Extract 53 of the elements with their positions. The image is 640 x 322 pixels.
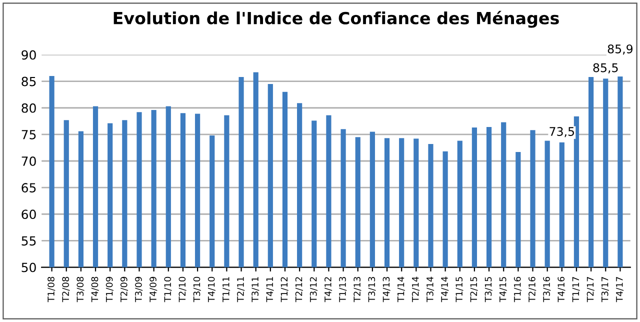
x-tick-label: T4/17 <box>616 277 624 302</box>
y-tick-label: 90 <box>22 50 36 60</box>
y-tick-label: 50 <box>22 262 36 272</box>
y-tick-label: 60 <box>22 210 36 220</box>
x-tick-label: T4/10 <box>208 276 216 302</box>
x-tick-label: T2/12 <box>295 277 303 302</box>
y-tick-label: 55 <box>22 236 36 246</box>
data-label: 73,5 <box>550 127 574 138</box>
x-tick-label: T2/14 <box>412 276 420 302</box>
x-tick-label: T4/14 <box>441 276 449 302</box>
x-tick-label: T1/09 <box>106 276 114 302</box>
x-tick-label: T1/11 <box>222 277 230 302</box>
x-tick-label: T1/15 <box>456 277 464 302</box>
x-tick-label: T3/08 <box>76 276 84 302</box>
x-tick-label: T4/12 <box>324 277 332 302</box>
x-tick-label: T1/12 <box>280 277 288 302</box>
x-tick-label: T4/13 <box>382 277 390 302</box>
y-tick-label: 70 <box>22 156 36 166</box>
x-tick-label: T1/14 <box>397 276 405 302</box>
x-tick-label: T2/09 <box>120 276 128 302</box>
y-tick-label: 65 <box>22 183 36 192</box>
x-tick-label: T3/16 <box>543 276 551 302</box>
x-tick-label: T4/16 <box>558 276 566 302</box>
x-tick-label: T1/16 <box>514 276 522 302</box>
x-tick-label: T4/11 <box>266 277 274 302</box>
x-tick-label: T2/10 <box>178 276 186 302</box>
x-tick-label: T1/08 <box>48 276 56 302</box>
x-tick-label: T4/09 <box>150 276 158 302</box>
x-tick-label: T3/10 <box>193 276 201 302</box>
data-label: 85,5 <box>593 63 618 74</box>
x-tick-label: T3/09 <box>135 276 143 302</box>
x-tick-label: T2/13 <box>354 277 362 302</box>
data-label: 85,9 <box>608 44 633 55</box>
x-tick-label: T2/11 <box>237 277 245 302</box>
y-tick-label: 75 <box>22 130 36 140</box>
chart-title: Evolution de l'Indice de Confiance des Ménages <box>114 10 559 28</box>
x-tick-label: T1/17 <box>572 277 580 302</box>
x-tick-label: T2/15 <box>470 277 478 302</box>
y-tick-label: 85 <box>22 76 36 86</box>
x-tick-label: T3/11 <box>252 277 260 302</box>
x-tick-label: T1/10 <box>164 276 172 302</box>
x-tick-label: T4/15 <box>500 277 507 302</box>
x-tick-label: T2/08 <box>62 276 70 302</box>
x-tick-label: T3/12 <box>310 277 318 302</box>
x-tick-label: T3/15 <box>484 277 492 302</box>
x-tick-label: T4/08 <box>91 276 99 302</box>
x-tick-label: T3/17 <box>601 277 609 302</box>
x-tick-label: T2/17 <box>586 277 594 302</box>
x-tick-label: T3/13 <box>368 277 376 302</box>
x-tick-label: T3/14 <box>426 276 434 302</box>
y-tick-label: 80 <box>22 103 36 113</box>
x-tick-label: T1/13 <box>339 277 347 302</box>
x-tick-label: T2/16 <box>528 276 536 302</box>
